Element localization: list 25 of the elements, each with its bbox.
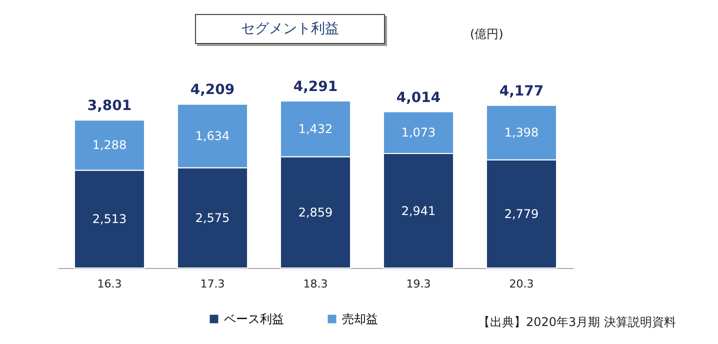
text: (億円) — [470, 26, 504, 43]
data-label: 2,575 — [195, 210, 230, 225]
legend-label: ベース利益 — [224, 312, 284, 326]
data-label: 2,513 — [92, 212, 127, 226]
data-label: 1,288 — [92, 138, 127, 152]
total-label: 3,801 — [87, 98, 132, 114]
x-tick-label: 18.3 — [303, 278, 328, 290]
total-label: 4,177 — [499, 83, 544, 100]
legend-label: 売却益 — [342, 312, 378, 326]
data-label: 1,073 — [401, 126, 436, 140]
x-tick-label: 20.3 — [509, 278, 534, 290]
x-tick-label: 19.3 — [406, 278, 431, 290]
data-label: 1,398 — [504, 126, 539, 140]
total-label: 4,209 — [190, 82, 235, 98]
data-label: 2,859 — [298, 205, 333, 220]
x-tick-label: 16.3 — [97, 278, 122, 290]
data-label: 2,941 — [401, 204, 436, 218]
total-label: 4,014 — [396, 90, 441, 106]
chart-title: セグメント利益 — [195, 14, 385, 44]
total-label: 4,291 — [293, 79, 338, 95]
data-label: 1,634 — [195, 128, 230, 143]
text: 【出典】2020年3月期 決算説明資料 — [478, 314, 676, 331]
data-label: 2,779 — [504, 206, 539, 221]
data-label: 1,432 — [298, 122, 333, 136]
x-tick-label: 17.3 — [200, 278, 225, 290]
